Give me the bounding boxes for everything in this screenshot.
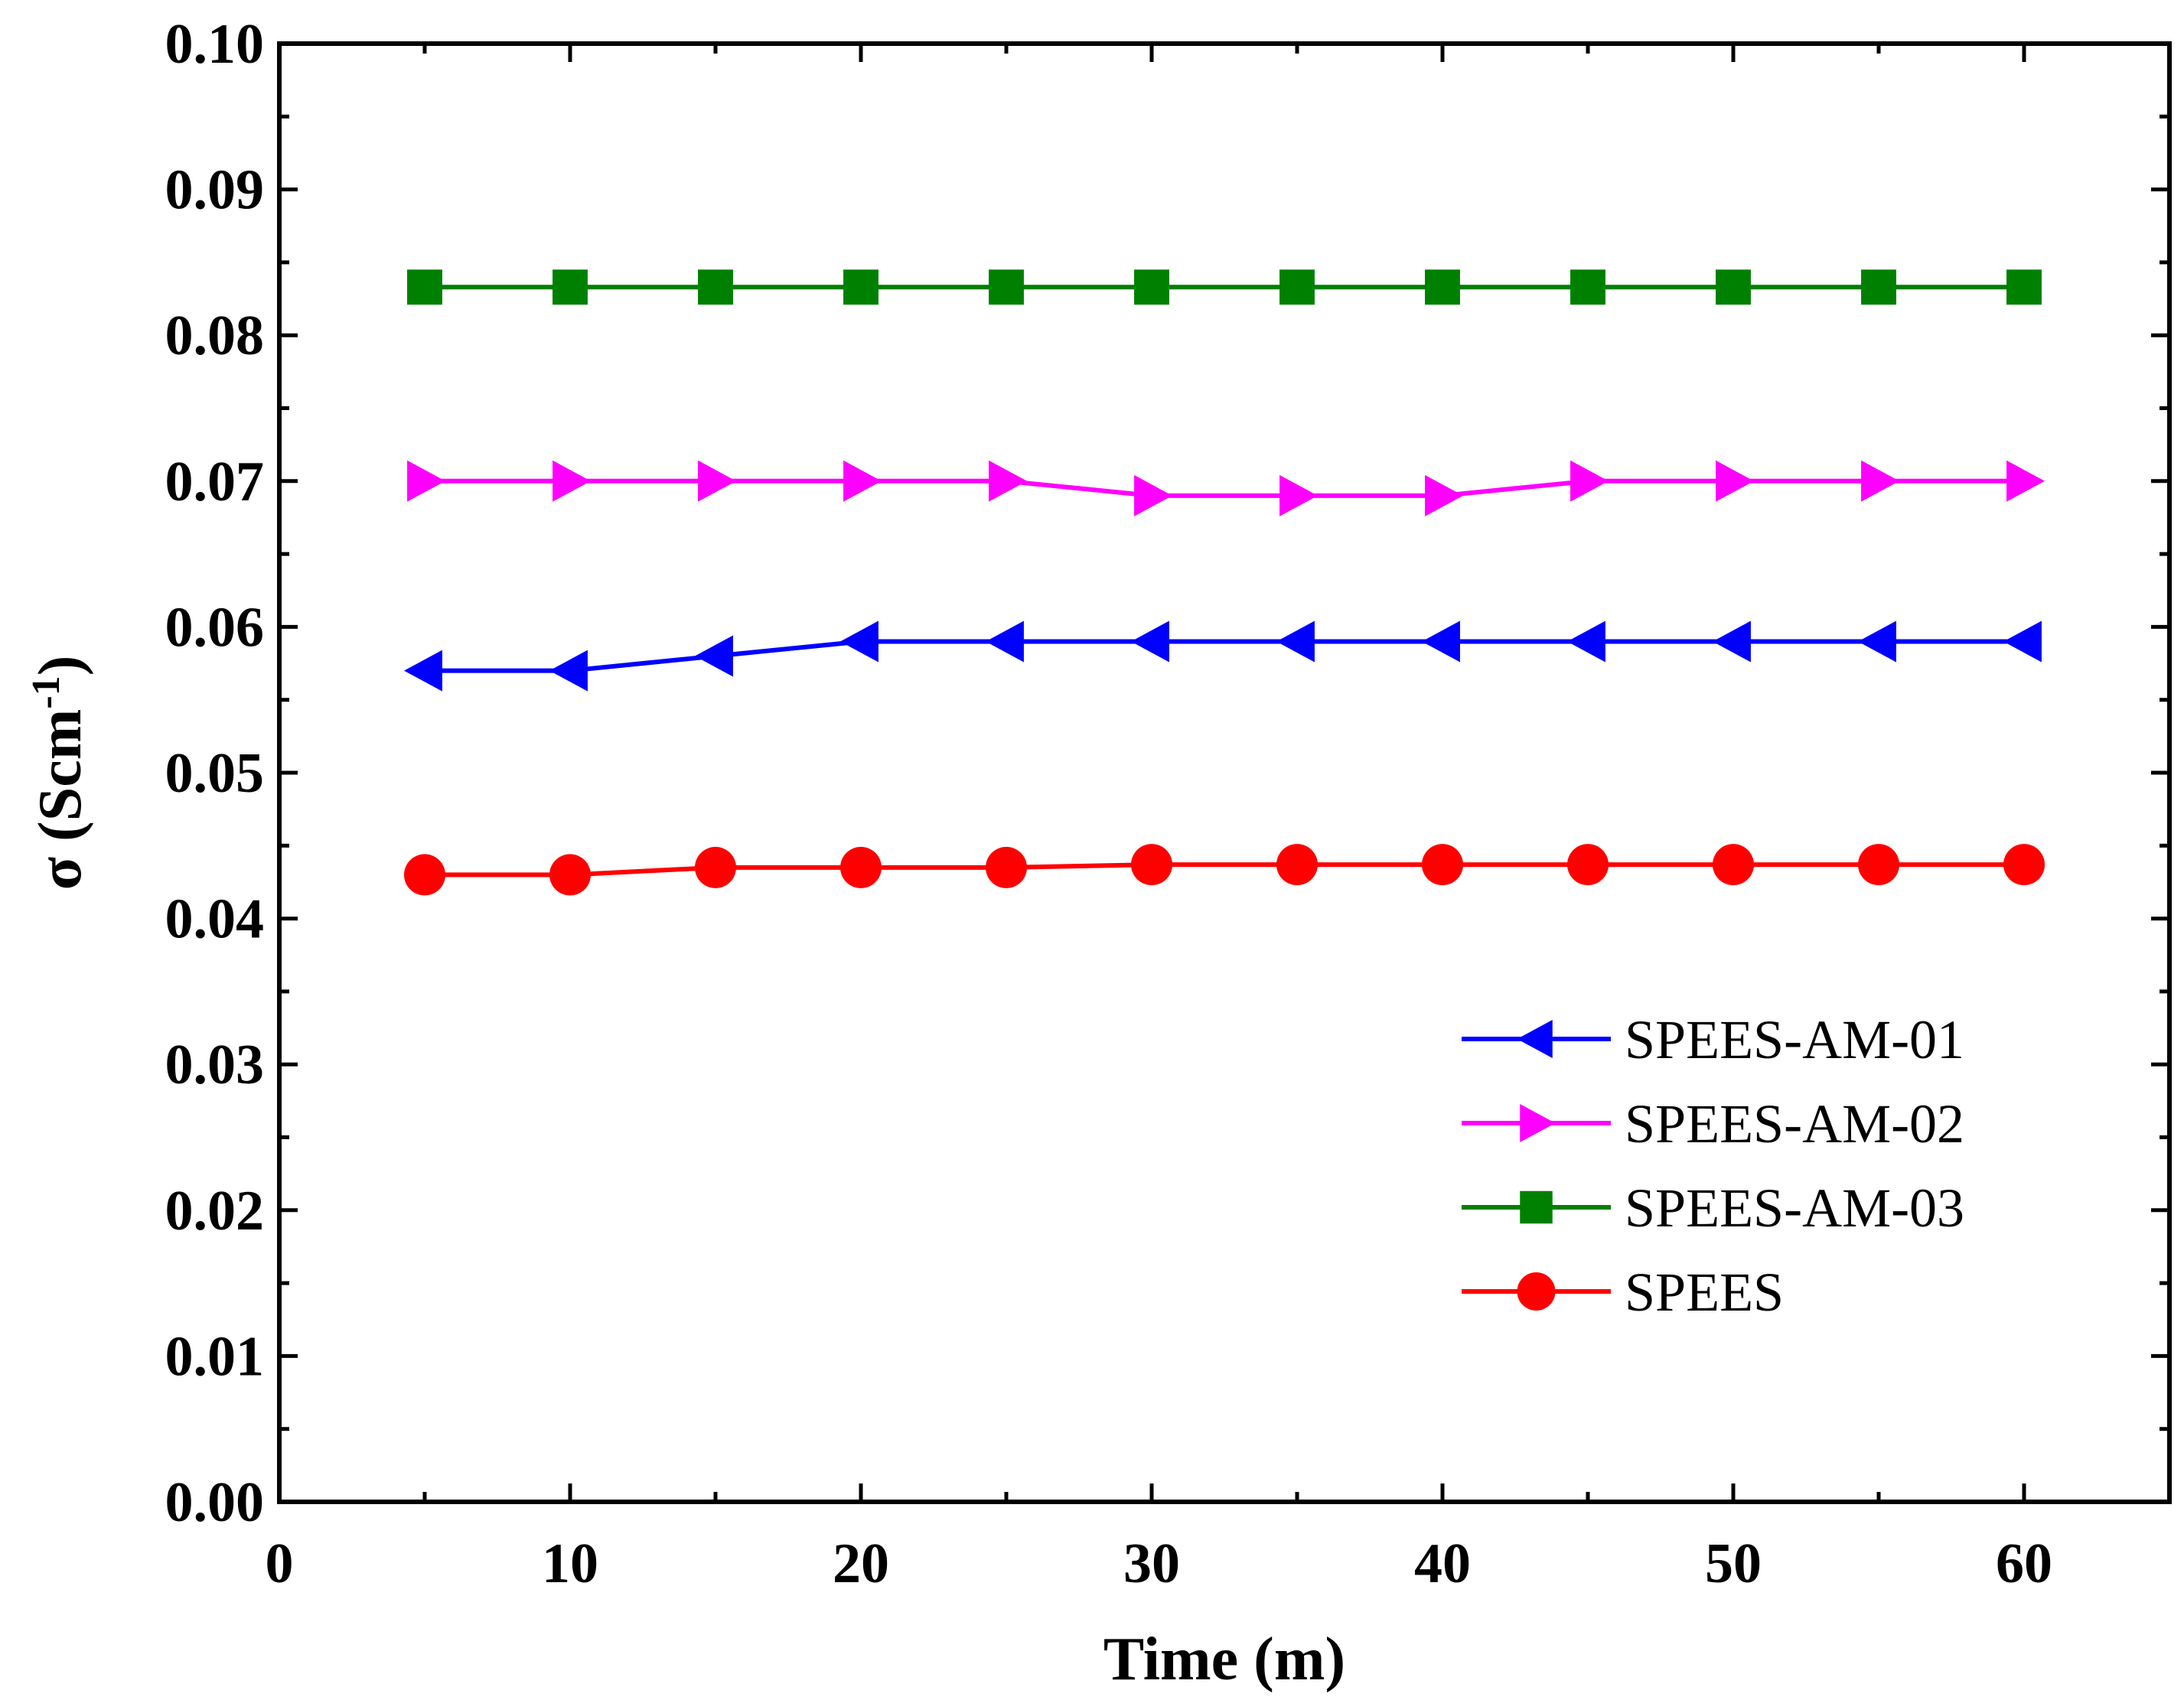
data-point [1713,844,1754,886]
data-point [404,650,442,692]
data-point [986,620,1024,663]
data-point [1716,460,1754,502]
x-tick-label: 60 [1996,1532,2052,1595]
data-point [1570,460,1609,502]
y-tick-label: 0.01 [165,1325,265,1388]
y-axis-title-superscript: -1 [24,676,68,708]
data-point [553,269,588,305]
y-tick-label: 0.08 [165,305,265,367]
data-point [840,846,882,888]
x-tick-label: 0 [266,1532,294,1595]
y-tick-label: 0.04 [165,888,265,951]
data-point [1276,844,1318,886]
y-axis-title: σ (Scm-1) [24,656,95,891]
data-point [553,460,591,502]
legend-marker [1517,1020,1553,1058]
data-point [1134,269,1169,305]
data-point [986,846,1027,888]
data-point [989,460,1027,502]
data-point [698,460,736,502]
legend-marker [1520,1104,1556,1142]
x-tick-label: 40 [1414,1532,1471,1595]
data-point [1422,620,1460,663]
plot-frame [277,41,2172,1504]
data-point [2006,269,2042,305]
data-point [1134,474,1172,516]
data-point [407,460,445,502]
legend-item: SPEES-AM-01 [1462,1009,1964,1070]
y-tick-label: 0.05 [165,742,265,805]
y-tick-label: 0.06 [165,596,265,659]
y-tick-label: 0.07 [165,451,265,513]
data-point [695,846,736,888]
data-point [1861,460,1899,502]
series-layer [404,269,2045,896]
legend-label: SPEES-AM-02 [1625,1093,1964,1155]
data-point [843,460,882,502]
data-point [1858,620,1896,663]
series-line [425,639,2024,673]
series-spees [404,844,2045,896]
data-point [2003,844,2045,886]
data-point [695,635,733,677]
data-point [1713,620,1751,663]
data-point [1570,269,1605,305]
x-tick-label: 50 [1705,1532,1762,1595]
series-spees-am-03 [407,269,2042,305]
data-point [989,269,1024,305]
data-point [2006,460,2045,502]
data-point [1567,620,1605,663]
data-point [843,269,878,305]
legend: SPEES-AM-01 SPEES-AM-02 SPEES-AM-03 SPEES [1462,1009,1964,1323]
data-point [1422,844,1463,886]
y-tick-label: 0.00 [165,1471,265,1534]
legend-label: SPEES [1625,1262,1784,1323]
y-axis-title-close: ) [27,656,94,676]
data-point [2003,620,2042,663]
data-point [1279,269,1315,305]
y-tick-label: 0.09 [165,159,265,222]
data-point [1425,269,1460,305]
data-point [549,854,591,896]
data-point [1716,269,1751,305]
axes [277,41,2172,1504]
legend-marker [1517,1272,1556,1311]
data-point [407,269,442,305]
series-line [425,862,2024,878]
data-point [1131,844,1172,886]
data-point [1276,620,1315,663]
data-point [1861,269,1896,305]
legend-marker [1520,1190,1553,1224]
series-spees-am-01 [404,620,2042,692]
x-tick-label: 20 [833,1532,889,1595]
x-tick-label: 10 [542,1532,598,1595]
y-tick-label: 0.03 [165,1034,265,1096]
series-line [425,478,2024,498]
x-axis-title: Time (m) [1103,1626,1345,1693]
data-point [1279,474,1318,516]
legend-item: SPEES [1462,1262,1784,1323]
data-point [404,854,445,896]
legend-item: SPEES-AM-02 [1462,1093,1964,1155]
data-point [549,650,588,692]
y-tick-label: 0.10 [165,13,265,76]
legend-item: SPEES-AM-03 [1462,1177,1964,1239]
legend-label: SPEES-AM-03 [1625,1177,1964,1239]
data-point [1858,844,1899,886]
x-tick-label: 30 [1123,1532,1180,1595]
data-point [840,620,878,663]
y-tick-label: 0.02 [165,1180,265,1242]
legend-label: SPEES-AM-01 [1625,1009,1964,1070]
data-point [1131,620,1169,663]
series-spees-am-02 [407,460,2045,516]
y-axis-title-main: σ (Scm [27,709,94,891]
data-point [698,269,733,305]
data-point [1425,474,1463,516]
tick-labels: 0.00 0.01 0.02 0.03 0.04 0.05 0.06 0.07 0.08 0.09… [165,13,2053,1595]
data-point [1567,844,1609,886]
